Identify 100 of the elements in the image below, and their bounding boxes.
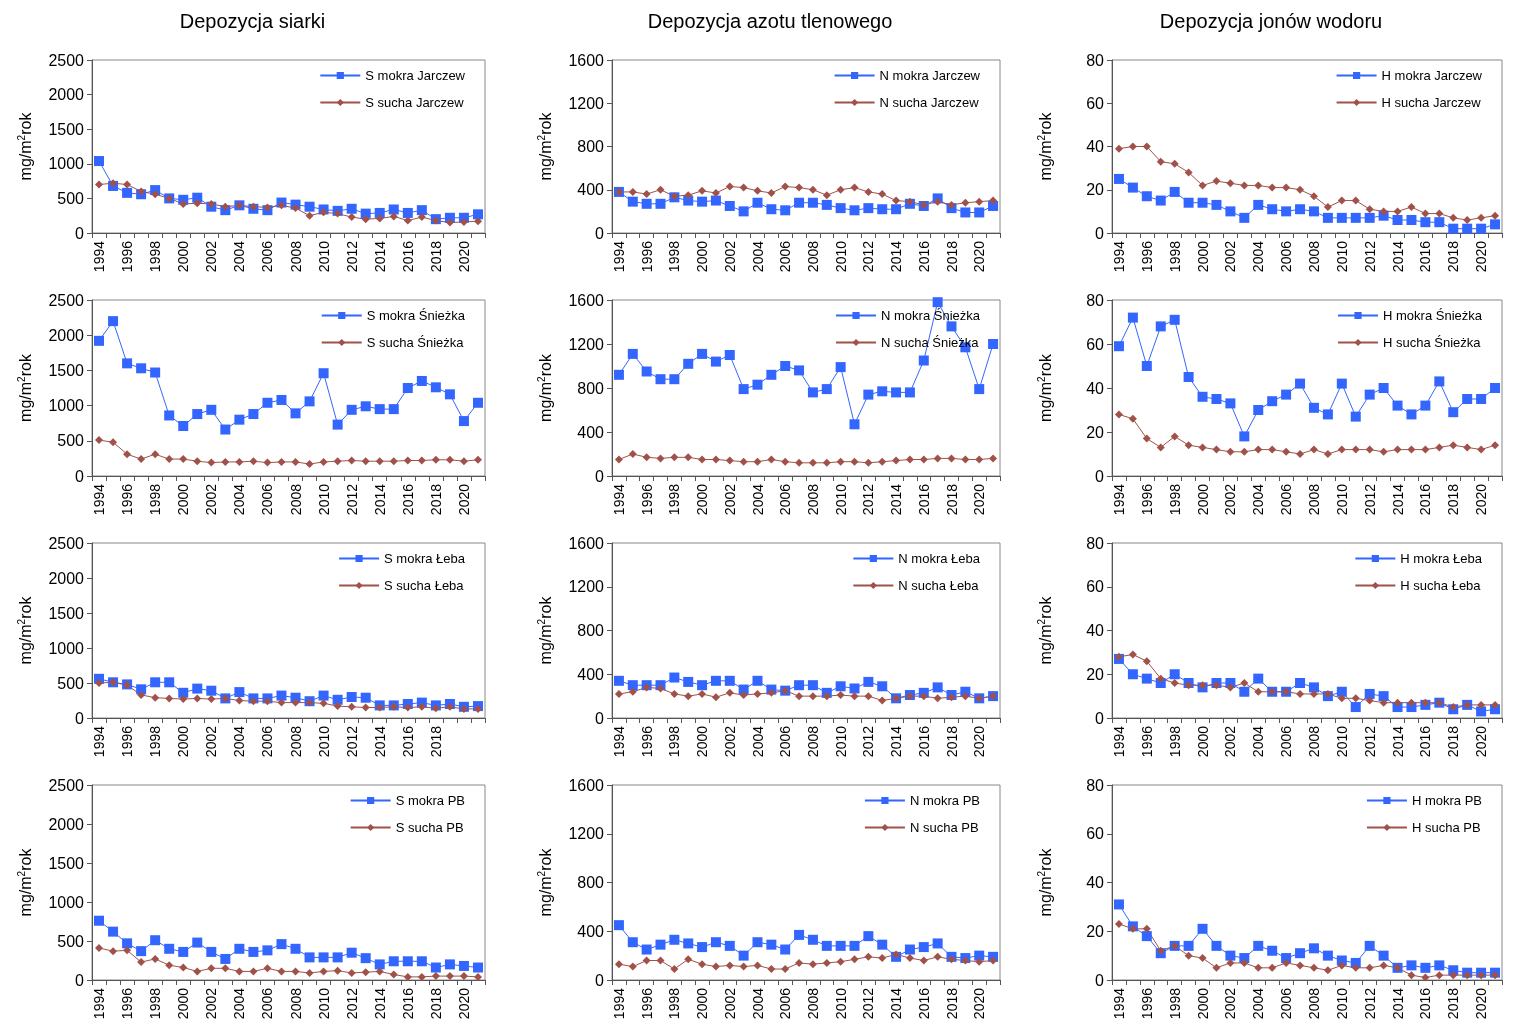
point: [137, 958, 146, 967]
x-tick-label: 2014: [371, 725, 388, 758]
point: [277, 698, 286, 707]
y-tick-label: 80: [1086, 291, 1105, 309]
point: [277, 457, 286, 466]
point: [1296, 689, 1305, 698]
x-tick-label: 1996: [1138, 483, 1155, 516]
point: [767, 455, 776, 464]
x-tick-label: 1996: [638, 240, 655, 273]
point: [739, 457, 748, 466]
x-tick-label: 2006: [1278, 240, 1295, 273]
x-tick-label: 2018: [943, 725, 960, 758]
point: [1170, 679, 1179, 687]
y-tick-label: 800: [577, 874, 605, 891]
point: [670, 453, 679, 462]
point: [459, 217, 468, 226]
point: [472, 962, 483, 973]
x-tick-label: 2002: [721, 987, 738, 1020]
point: [1281, 206, 1292, 217]
x-tick-label: 2010: [832, 240, 849, 273]
y-tick-label: 2000: [48, 326, 85, 344]
x-tick-label: 2006: [777, 725, 794, 758]
point: [137, 455, 146, 464]
legend-label: H sucha Łeba: [1400, 578, 1482, 593]
point: [150, 367, 161, 378]
point: [290, 408, 301, 419]
x-tick-label: 2014: [1389, 725, 1406, 758]
point: [431, 972, 440, 981]
point: [849, 419, 860, 430]
point: [808, 458, 817, 467]
point: [1462, 223, 1473, 234]
point: [1212, 445, 1221, 454]
point: [403, 456, 412, 465]
point: [459, 457, 468, 466]
point: [430, 962, 441, 973]
point: [1141, 361, 1152, 371]
point: [988, 339, 999, 349]
x-tick-label: 2000: [1194, 240, 1211, 273]
point: [669, 672, 680, 683]
x-tick-label: 2014: [371, 240, 388, 273]
point: [192, 409, 203, 420]
point: [1267, 204, 1278, 215]
y-tick-label: 1600: [568, 534, 605, 552]
y-tick-label: 2500: [48, 534, 85, 552]
point: [389, 970, 398, 979]
point: [361, 703, 370, 712]
point: [95, 180, 104, 189]
point: [1365, 696, 1374, 705]
point: [332, 952, 343, 963]
y-tick-label: 400: [577, 665, 605, 683]
point: [1240, 447, 1249, 456]
point: [822, 958, 831, 967]
point: [122, 358, 133, 369]
x-tick-label: 2012: [860, 725, 877, 758]
point: [417, 972, 426, 981]
x-tick-label: 2004: [231, 240, 248, 273]
point: [670, 965, 679, 974]
x-tick-label: 2020: [971, 483, 988, 516]
point: [835, 362, 846, 373]
point: [122, 938, 133, 949]
point: [892, 456, 901, 465]
point: [1267, 945, 1278, 956]
y-tick-label: 1200: [568, 825, 605, 843]
point: [262, 397, 273, 408]
point: [1226, 683, 1235, 692]
x-tick-label: 2004: [1250, 240, 1267, 273]
x-tick-label: 2020: [1473, 240, 1490, 273]
point: [767, 188, 776, 197]
point: [445, 455, 454, 464]
legend-label: N sucha Jarczew: [879, 95, 980, 110]
x-tick-label: 2012: [860, 987, 877, 1020]
point: [459, 972, 468, 981]
point: [374, 959, 385, 970]
point: [1421, 445, 1430, 454]
point: [1350, 212, 1361, 223]
x-tick-label: 1996: [119, 725, 136, 758]
point: [290, 943, 301, 954]
point: [431, 455, 440, 464]
point: [1254, 445, 1263, 454]
point: [1169, 186, 1180, 197]
x-tick-label: 2016: [399, 987, 416, 1020]
x-tick-label: 2000: [694, 240, 711, 273]
point: [1337, 196, 1346, 205]
y-tick-label: 1500: [48, 120, 85, 138]
legend-label: S sucha Łeba: [384, 578, 465, 593]
point: [1268, 963, 1277, 972]
point: [109, 438, 118, 447]
y-axis-title: mg/m2rok: [15, 847, 34, 917]
point: [864, 692, 873, 701]
point: [1378, 950, 1389, 961]
x-tick-label: 2004: [1250, 483, 1267, 516]
point: [235, 967, 244, 976]
point: [710, 937, 721, 948]
x-tick-label: 2008: [1305, 240, 1322, 273]
point: [655, 939, 666, 950]
point: [291, 457, 300, 466]
point: [919, 956, 928, 965]
x-tick-label: 2000: [1194, 725, 1211, 758]
x-tick-label: 1998: [1166, 240, 1183, 273]
y-tick-label: 0: [1095, 224, 1105, 242]
